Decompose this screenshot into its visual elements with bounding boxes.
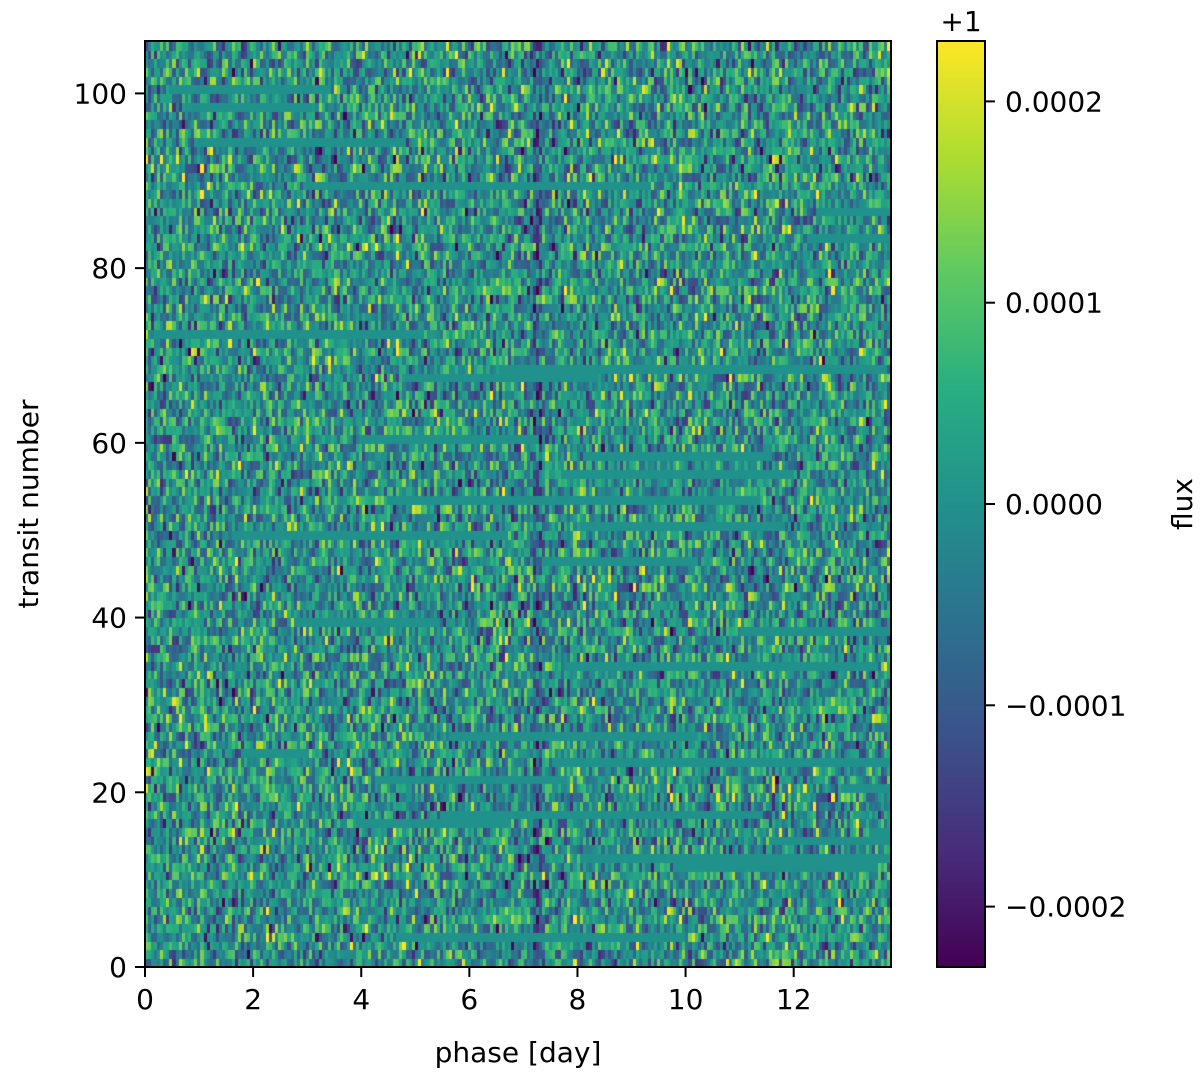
y-tick-label: 60 (91, 427, 127, 460)
plot-frame (144, 40, 892, 968)
y-tick-label: 100 (74, 77, 127, 110)
colorbar-tick-label: 0.0000 (1005, 488, 1103, 521)
colorbar: −0.0002 −0.0001 0.0000 0.0001 0.0002 +1 flux (936, 5, 1199, 968)
x-axis-label: phase [day] (435, 1036, 602, 1069)
colorbar-tick-label: 0.0002 (1005, 85, 1103, 118)
x-tick-label: 12 (776, 983, 812, 1016)
x-tick-label: 2 (244, 983, 262, 1016)
x-tick-label: 10 (668, 983, 704, 1016)
colorbar-tick-label: 0.0001 (1005, 287, 1103, 320)
y-axis-label: transit number (12, 399, 45, 608)
heatmap-area (144, 40, 892, 968)
x-tick-label: 8 (569, 983, 587, 1016)
y-tick-label: 80 (91, 252, 127, 285)
heatmap-image (145, 41, 891, 967)
x-tick-label: 4 (352, 983, 370, 1016)
colorbar-tick-label: −0.0002 (1005, 891, 1126, 924)
colorbar-gradient (937, 41, 985, 967)
x-tick-label: 6 (460, 983, 478, 1016)
y-axis: 0 20 40 60 80 100 (74, 77, 145, 984)
y-tick-label: 40 (91, 602, 127, 635)
colorbar-label: flux (1166, 478, 1199, 530)
y-tick-label: 0 (109, 951, 127, 984)
x-tick-label: 0 (136, 983, 154, 1016)
colorbar-offset-label: +1 (940, 5, 981, 38)
y-tick-label: 20 (91, 776, 127, 809)
heatmap-canvas-holder (145, 41, 891, 967)
colorbar-ticks: −0.0002 −0.0001 0.0000 0.0001 0.0002 (985, 85, 1126, 924)
colorbar-tick-label: −0.0001 (1005, 689, 1126, 722)
x-axis: 0 2 4 6 8 10 12 (136, 967, 812, 1016)
